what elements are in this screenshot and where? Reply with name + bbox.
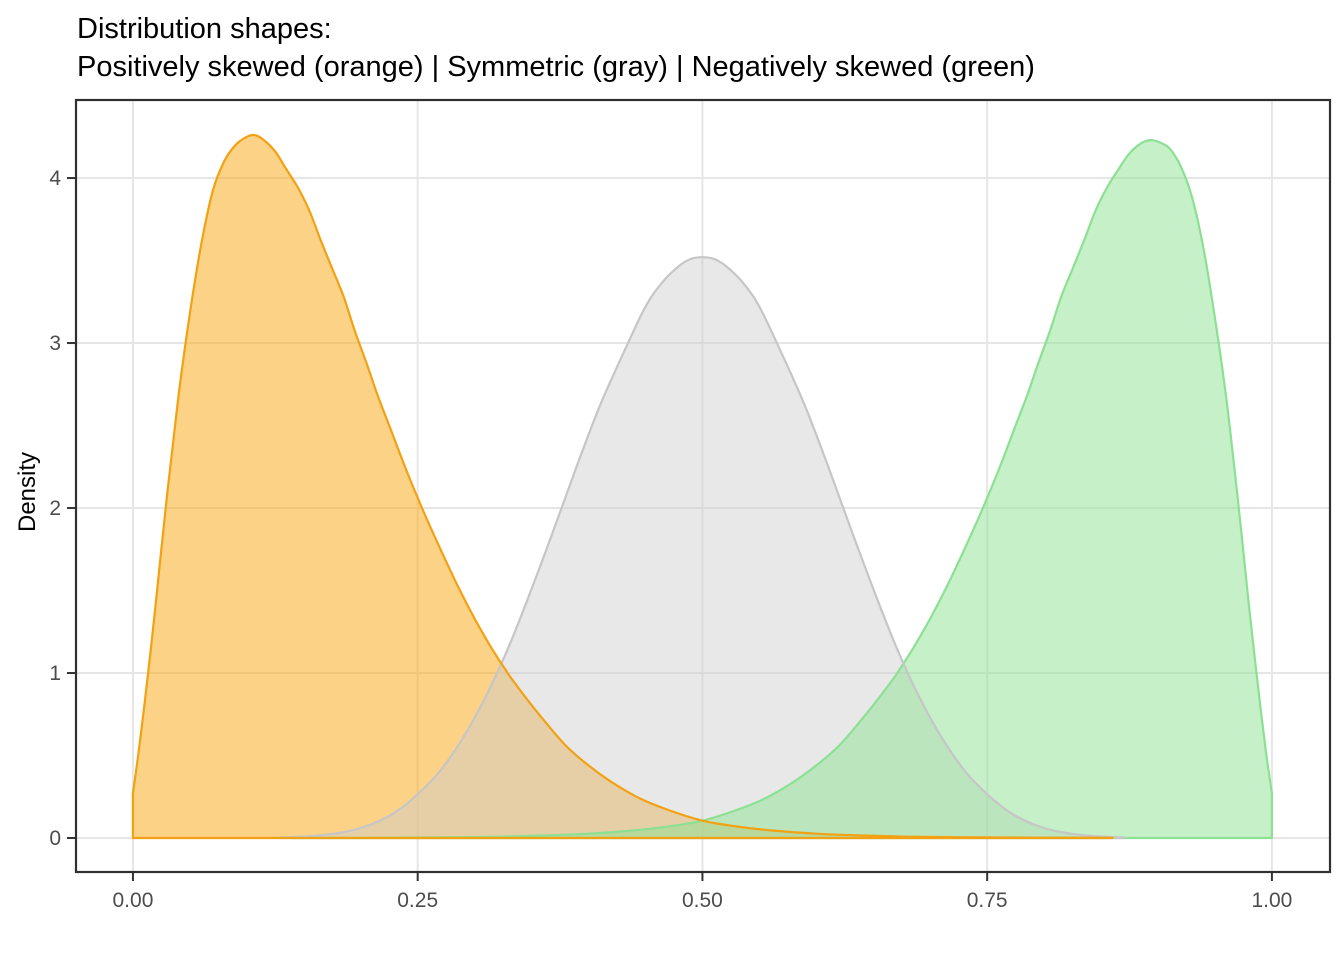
y-tick-label: 3 xyxy=(49,332,61,355)
y-tick-label: 1 xyxy=(49,662,61,685)
x-tick-label: 1.00 xyxy=(1251,889,1292,912)
x-tick-label: 0.75 xyxy=(967,889,1008,912)
chart-title-line1: Distribution shapes: xyxy=(77,13,332,45)
y-tick-label: 0 xyxy=(49,827,61,850)
panel-border xyxy=(74,98,1332,874)
density-outline-orange xyxy=(131,133,1114,840)
chart-title: Distribution shapes: Positively skewed (… xyxy=(77,10,1035,86)
chart-title-line2: Positively skewed (orange) | Symmetric (… xyxy=(77,51,1035,83)
density-outline-green xyxy=(291,138,1273,840)
x-tick-label: 0.00 xyxy=(113,889,154,912)
x-tick-label: 0.25 xyxy=(397,889,438,912)
y-axis-title: Density xyxy=(14,451,41,532)
y-tick-label: 4 xyxy=(49,167,61,190)
y-tick-label: 2 xyxy=(49,497,61,520)
density-area-green xyxy=(292,140,1272,838)
density-outline-gray xyxy=(279,256,1125,840)
density-area-orange xyxy=(132,134,1113,838)
x-tick-label: 0.50 xyxy=(682,889,723,912)
